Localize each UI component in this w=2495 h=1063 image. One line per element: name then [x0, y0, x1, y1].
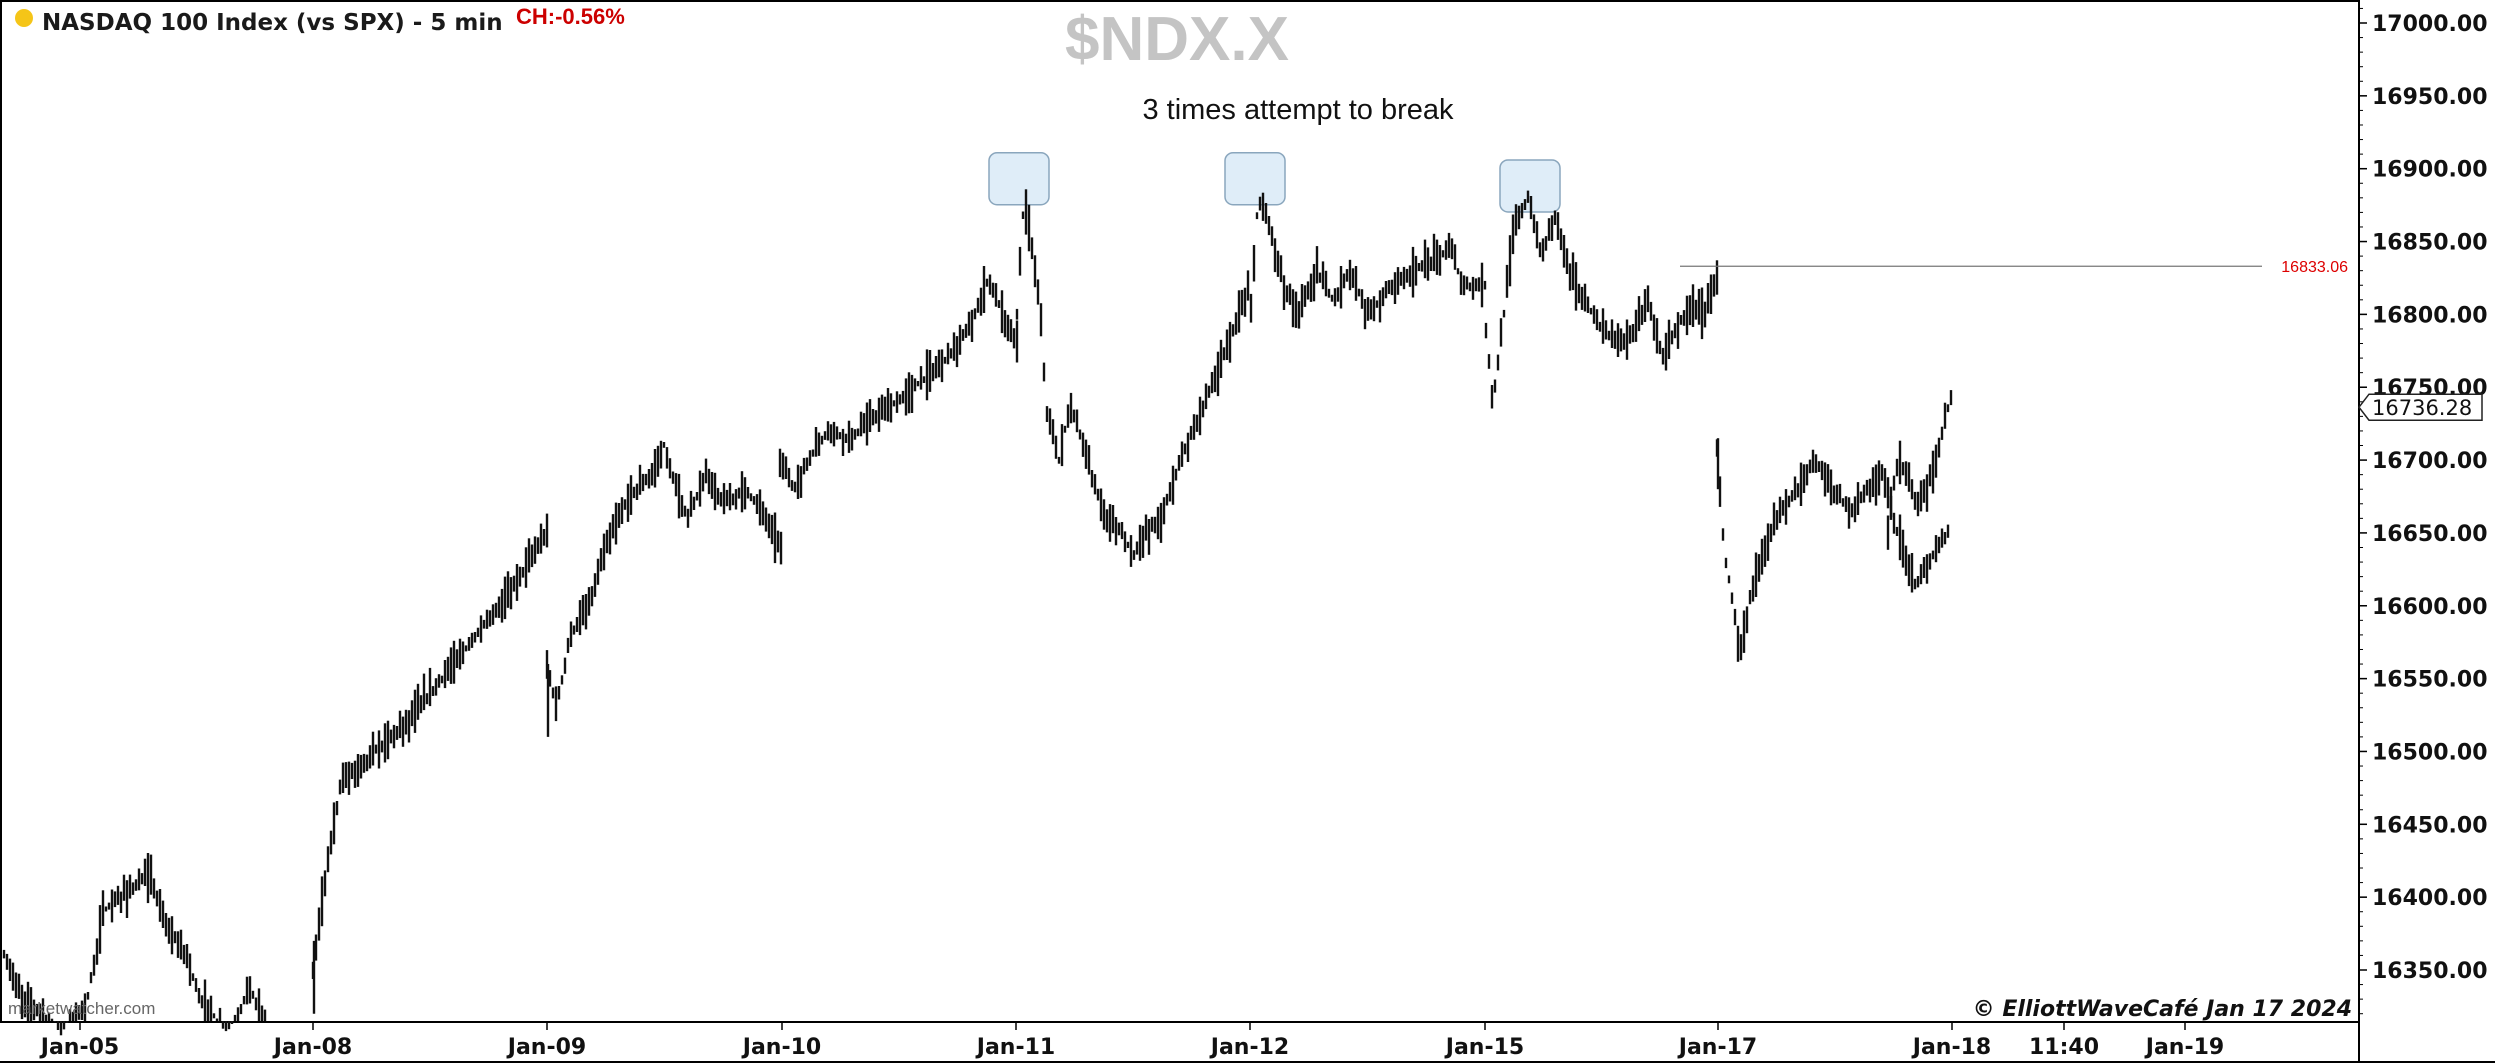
y-tick-label: 16850.00 — [2372, 231, 2488, 256]
x-tick-label: Jan-12 — [1209, 1035, 1289, 1060]
symbol-label: $NDX.X — [1065, 5, 1289, 74]
x-tick-label: Jan-08 — [272, 1035, 352, 1060]
peak-highlights — [988, 151, 1561, 213]
last-price-tag — [2358, 393, 2483, 421]
reference-line-group: 16833.06 — [1680, 259, 2348, 276]
y-tick-label: 16500.00 — [2372, 740, 2488, 765]
y-tick-label: 16400.00 — [2372, 886, 2488, 911]
last-price-marker: 16736.28 — [2358, 393, 2483, 421]
peak-highlight-box — [1224, 151, 1286, 206]
x-axis: Jan-05 Jan-08 Jan-09 Jan-10 Jan-11 Jan-12 Jan-… — [39, 1022, 2224, 1060]
x-tick-label: Jan-15 — [1444, 1035, 1524, 1060]
y-tick-label: 16900.00 — [2372, 158, 2488, 183]
y-axis: 16350.00 16400.00 16450.00 16500.00 16550.00… — [2359, 7, 2488, 1015]
x-tick-label: 11:40 — [2029, 1035, 2099, 1060]
last-price-label: 16736.28 — [2372, 396, 2472, 420]
y-tick-label: 16550.00 — [2372, 668, 2488, 693]
status-dot-icon — [15, 9, 33, 27]
change-percent: CH:-0.56% — [516, 4, 625, 29]
peak-highlight-box — [988, 151, 1050, 206]
x-tick-label: Jan-05 — [39, 1035, 119, 1060]
x-tick-label: Jan-19 — [2144, 1035, 2224, 1060]
watermark-text: marketwatcher.com — [8, 999, 155, 1018]
x-tick-label: Jan-17 — [1677, 1035, 1757, 1060]
y-tick-label: 16800.00 — [2372, 303, 2488, 328]
price-bars — [2, 189, 1953, 1036]
y-tick-label: 16950.00 — [2372, 85, 2488, 110]
x-tick-label: Jan-09 — [506, 1035, 586, 1060]
x-tick-label: Jan-10 — [741, 1035, 821, 1060]
copyright-text: © ElliottWaveCafé Jan 17 2024 — [1973, 997, 2352, 1022]
y-tick-label: 16650.00 — [2372, 522, 2488, 547]
x-tick-label: Jan-18 — [1911, 1035, 1991, 1060]
y-tick-label: 17000.00 — [2372, 12, 2488, 37]
chart-annotation: 3 times attempt to break — [1142, 94, 1454, 126]
plot-frame — [0, 0, 2360, 1023]
y-tick-label: 16700.00 — [2372, 449, 2488, 474]
chart-title: NASDAQ 100 Index (vs SPX) - 5 min — [42, 10, 503, 36]
y-tick-label: 16350.00 — [2372, 959, 2488, 984]
resistance-line-label: 16833.06 — [2281, 259, 2348, 276]
y-tick-label: 16450.00 — [2372, 813, 2488, 838]
y-tick-label: 16600.00 — [2372, 595, 2488, 620]
x-tick-label: Jan-11 — [975, 1035, 1055, 1060]
